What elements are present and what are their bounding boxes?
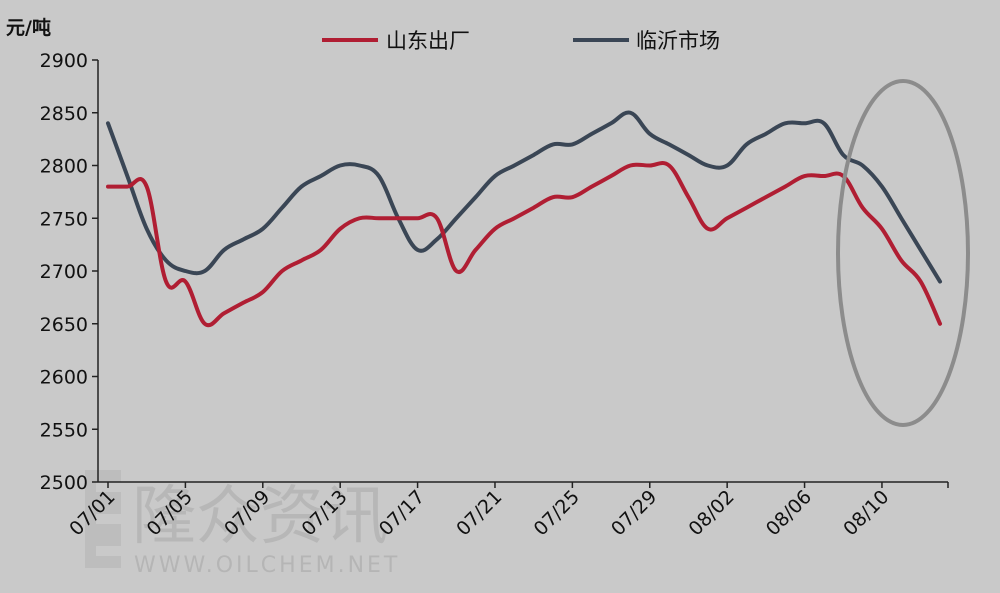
legend-label-shandong: 山东出厂: [386, 29, 470, 53]
legend: 山东出厂 临沂市场: [322, 29, 720, 53]
y-tick-label: 2600: [40, 367, 88, 389]
y-tick-label: 2800: [40, 156, 88, 178]
series-line-linyi: [106, 110, 942, 284]
x-tick-label: 08/02: [684, 486, 738, 540]
watermark-url: WWW.OILCHEM.NET: [134, 553, 400, 578]
y-tick-label: 2850: [40, 103, 88, 125]
x-tick-label: 08/10: [839, 486, 893, 540]
y-axis-unit-label: 元/吨: [6, 16, 51, 39]
y-tick-label: 2500: [40, 472, 88, 494]
x-tick-label: 07/21: [452, 486, 506, 540]
highlight-ellipse: [836, 79, 970, 427]
series-layer: [106, 110, 942, 328]
x-tick-label: 07/25: [530, 486, 584, 540]
y-tick-label: 2900: [40, 50, 88, 72]
watermark-chinese: 隆众资讯: [132, 480, 388, 554]
watermark: 隆众资讯 WWW.OILCHEM.NET: [85, 470, 400, 578]
x-tick-label: 07/29: [607, 486, 661, 540]
y-tick-label: 2650: [40, 314, 88, 336]
x-tick-label: 08/06: [762, 486, 816, 540]
y-tick-label: 2750: [40, 208, 88, 230]
series-line-shandong: [106, 160, 942, 328]
y-tick-label: 2700: [40, 261, 88, 283]
legend-label-linyi: 临沂市场: [636, 29, 720, 53]
y-tick-label: 2550: [40, 419, 88, 441]
y-axis-ticks: 2500 2550 2600 2650 2700 2750 2800 2850 2900: [40, 50, 98, 494]
